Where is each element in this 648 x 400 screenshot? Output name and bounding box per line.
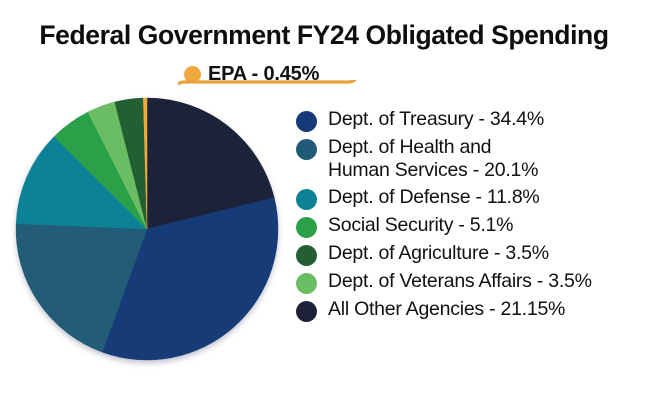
page-title: Federal Government FY24 Obligated Spendi…	[39, 20, 609, 50]
legend-color-swatch-icon	[296, 301, 317, 322]
pie-slice	[101, 197, 279, 361]
legend-color-swatch-icon	[296, 217, 317, 238]
legend-item-label: Social Security - 5.1%	[328, 214, 514, 236]
pie-chart-graphic	[8, 88, 294, 378]
legend-item-label: Dept. of Veterans Affairs - 3.5%	[328, 270, 592, 292]
legend-item-label: Dept. of Treasury - 34.4%	[328, 108, 544, 130]
pie-slice	[15, 136, 148, 230]
pie-slice-group	[15, 97, 279, 361]
legend-item[interactable]: Dept. of Veterans Affairs - 3.5%	[296, 270, 644, 294]
epa-color-dot-icon	[184, 65, 201, 83]
epa-leader-line-icon	[178, 80, 357, 86]
legend-item[interactable]: Dept. of Defense - 11.8%	[296, 186, 644, 210]
epa-callout-label: EPA - 0.45%	[208, 62, 320, 85]
legend-item-label-line2: Human Services - 20.1%	[328, 159, 539, 181]
legend-color-swatch-icon	[296, 111, 317, 132]
pie-slice	[143, 97, 148, 230]
epa-callout-label-row: EPA - 0.45%	[184, 62, 319, 86]
legend-item[interactable]: All Other Agencies - 21.15%	[296, 298, 644, 322]
legend-item[interactable]: Dept. of Health and Human Services - 20.1…	[296, 136, 644, 182]
legend-item-label: Dept. of Agriculture - 3.5%	[328, 242, 549, 264]
legend-color-swatch-icon	[296, 273, 317, 294]
legend-color-swatch-icon	[296, 189, 317, 210]
pie-slice	[15, 223, 148, 353]
legend-item-label: Dept. of Health and Human Services - 20.1…	[328, 136, 539, 181]
pie-slice	[146, 97, 275, 230]
epa-callout: EPA - 0.45%	[178, 62, 368, 100]
chart-legend: Dept. of Treasury - 34.4% Dept. of Health…	[296, 108, 644, 326]
legend-item-label: Dept. of Defense - 11.8%	[328, 186, 540, 208]
legend-item[interactable]: Social Security - 5.1%	[296, 214, 644, 238]
pie-svg	[15, 97, 279, 361]
legend-item-label: All Other Agencies - 21.15%	[328, 298, 566, 320]
legend-color-swatch-icon	[296, 139, 317, 160]
legend-item[interactable]: Dept. of Agriculture - 3.5%	[296, 242, 644, 266]
legend-color-swatch-icon	[296, 245, 317, 266]
legend-item[interactable]: Dept. of Treasury - 34.4%	[296, 108, 644, 132]
